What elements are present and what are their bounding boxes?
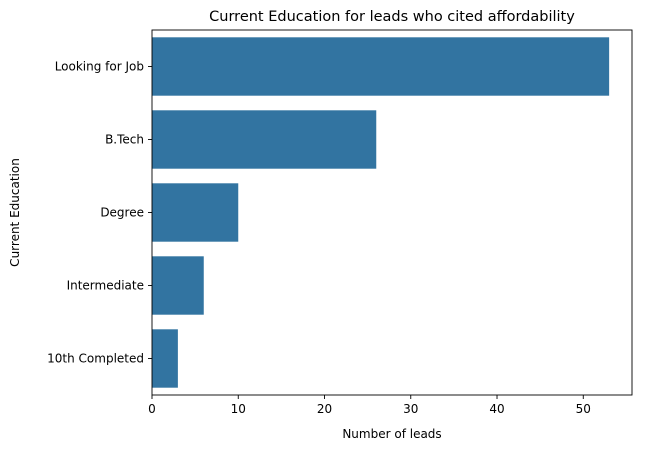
y-axis-label: Current Education	[8, 158, 22, 267]
plot-area-frame	[151, 29, 633, 396]
y-tick-label: 10th Completed	[47, 352, 144, 366]
y-tick-label: Degree	[100, 206, 144, 220]
bar	[152, 37, 610, 96]
chart-title: Current Education for leads who cited af…	[209, 9, 575, 25]
bar	[152, 329, 178, 388]
x-tick-label: 50	[576, 402, 591, 416]
ticks-group: Looking for Job B.Tech Degree Intermediate 1…	[47, 60, 591, 417]
x-axis-label: Number of leads	[342, 427, 441, 441]
x-tick-label: 20	[317, 402, 332, 416]
y-tick-label: B.Tech	[105, 133, 144, 147]
y-tick-label: Intermediate	[67, 279, 144, 293]
bar	[152, 256, 204, 315]
bar	[152, 110, 377, 169]
bar	[152, 183, 239, 242]
x-tick-label: 0	[148, 402, 156, 416]
x-tick-label: 10	[231, 402, 246, 416]
bars-group	[152, 37, 610, 388]
y-tick-label: Looking for Job	[55, 60, 144, 74]
x-tick-label: 40	[489, 402, 504, 416]
x-tick-label: 30	[403, 402, 418, 416]
